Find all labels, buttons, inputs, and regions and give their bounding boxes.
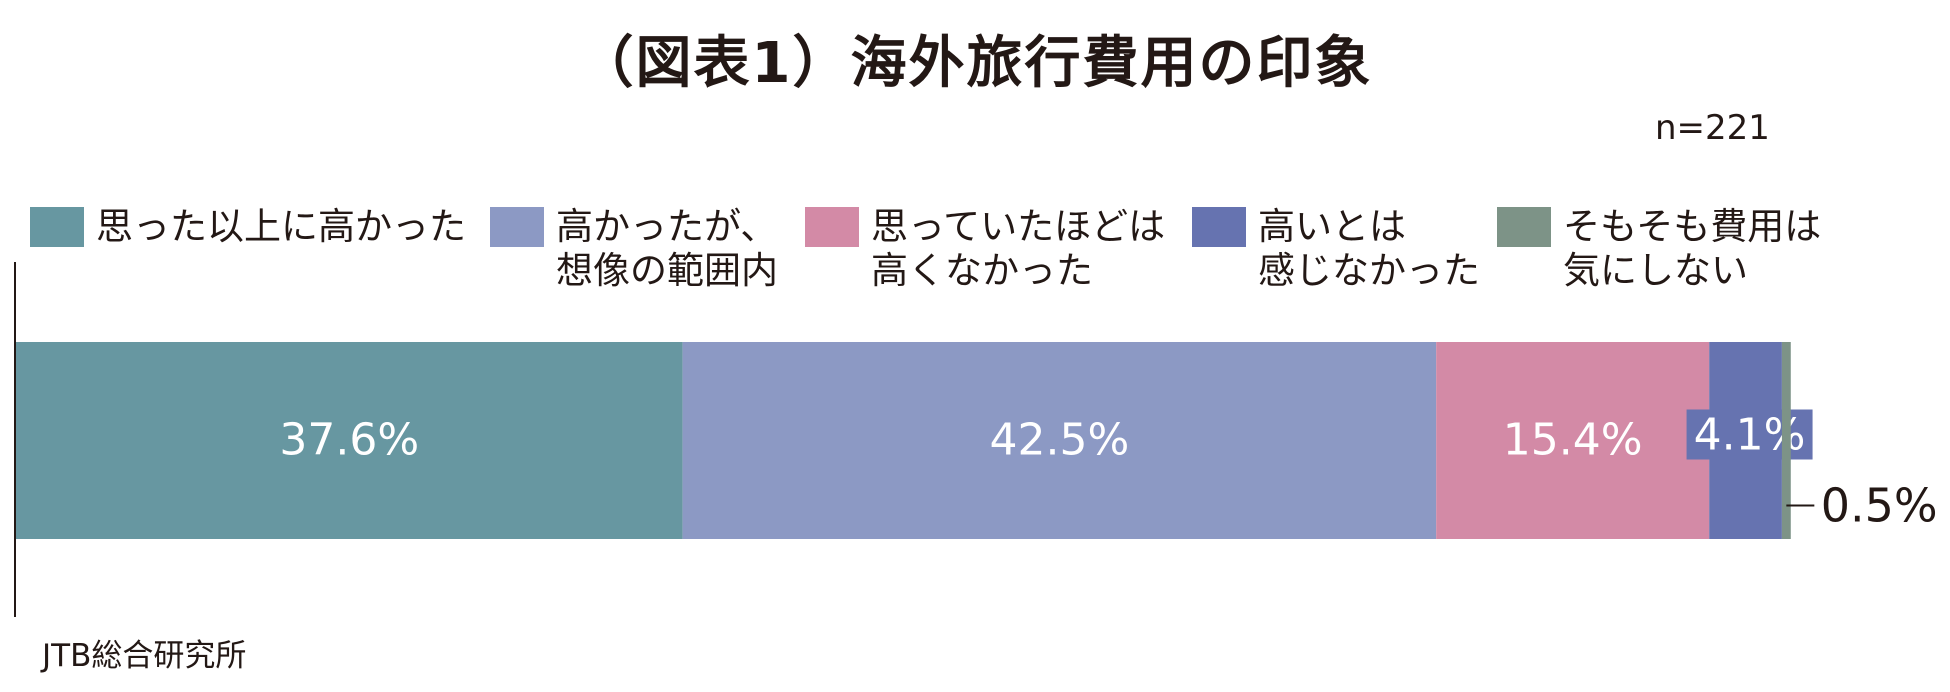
legend-item-5: そもそも費用は 気にしない [1497,205,1821,293]
legend-item-1: 思った以上に高かった [30,205,466,249]
category-axis-line [14,262,16,617]
legend-swatch-1 [30,207,84,247]
bar-value-label-5: 0.5% [1821,479,1938,533]
bar-segment-2 [682,342,1437,539]
chart-title: （図表1）海外旅行費用の印象 [577,31,1373,96]
legend-label-2: 高かったが、 想像の範囲内 [556,205,778,292]
legend-swatch-5 [1497,207,1551,247]
legend-label-4: 高いとは 感じなかった [1258,205,1480,292]
legend-swatch-2 [490,207,544,247]
bar-value-label-3: 15.4% [1503,415,1643,466]
legend-item-2: 高かったが、 想像の範囲内 [490,205,778,293]
legend-swatch-4 [1192,207,1246,247]
bar-segment-5 [1781,342,1791,539]
bar-value-label-2: 42.5% [990,415,1130,466]
legend-label-3: 思っていたほどは 高くなかった [871,205,1166,292]
bar-segment-1 [16,342,683,539]
legend-label-1: 思った以上に高かった [96,205,466,248]
bar-value-label-box-4 [1686,409,1813,460]
sample-size-label: n=221 [1655,108,1770,148]
legend: 思った以上に高かった 高かったが、 想像の範囲内 思っていたほどは 高くなかった… [0,205,1950,295]
legend-item-3: 思っていたほどは 高くなかった [805,205,1165,293]
source-credit: JTB総合研究所 [42,638,247,674]
bar-value-label-1: 37.6% [279,415,419,466]
legend-item-4: 高いとは 感じなかった [1192,205,1480,293]
legend-swatch-3 [805,207,859,247]
legend-label-5: そもそも費用は 気にしない [1563,205,1822,292]
bar-segment-3 [1436,342,1710,539]
